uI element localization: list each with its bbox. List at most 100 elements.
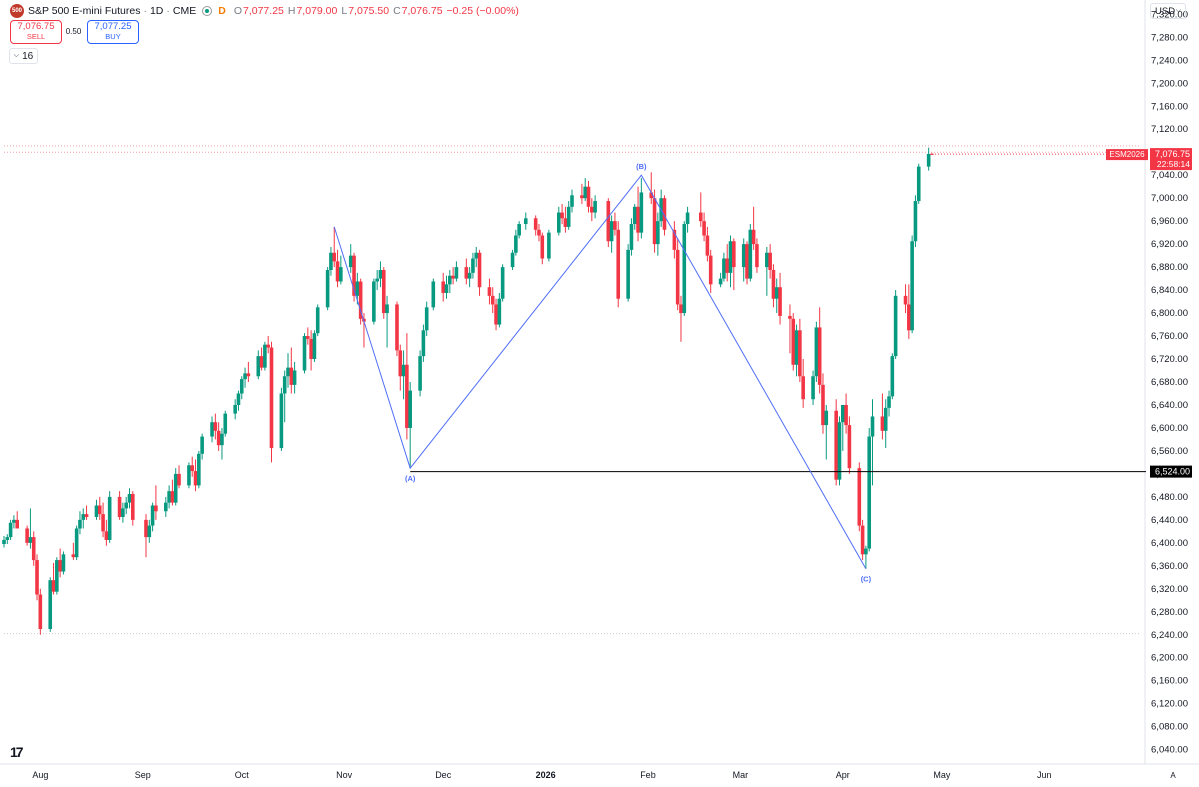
candle-body[interactable] xyxy=(857,468,862,526)
candle-body[interactable] xyxy=(25,528,29,543)
candle-body[interactable] xyxy=(441,281,446,293)
candle-body[interactable] xyxy=(61,554,66,572)
sell-button[interactable]: 7,076.75 SELL xyxy=(10,20,62,44)
data-mode-badge[interactable]: D xyxy=(218,5,226,17)
candle-body[interactable] xyxy=(124,502,128,509)
candle-body[interactable] xyxy=(266,344,270,348)
candle-body[interactable] xyxy=(233,404,237,414)
candle-body[interactable] xyxy=(38,594,43,630)
candle-body[interactable] xyxy=(698,212,703,222)
candle-body[interactable] xyxy=(629,224,634,250)
candle-body[interactable] xyxy=(771,269,776,299)
candle-body[interactable] xyxy=(154,505,158,512)
candle-body[interactable] xyxy=(58,560,62,572)
candle-body[interactable] xyxy=(448,275,452,285)
candle-body[interactable] xyxy=(421,330,426,357)
auto-scale-button[interactable]: A xyxy=(1170,770,1176,780)
candle-body[interactable] xyxy=(315,307,320,334)
abc-wave-pattern[interactable]: (A) (B) (C) xyxy=(333,162,872,584)
candle-body[interactable] xyxy=(81,514,86,520)
candle-body[interactable] xyxy=(887,396,891,408)
candle-body[interactable] xyxy=(487,287,492,296)
candle-body[interactable] xyxy=(147,525,152,538)
candle-body[interactable] xyxy=(302,336,307,371)
buy-button[interactable]: 7,077.25 BUY xyxy=(87,20,139,44)
candle-body[interactable] xyxy=(48,580,53,630)
candle-body[interactable] xyxy=(213,422,218,431)
candle-body[interactable] xyxy=(418,356,422,391)
candle-body[interactable] xyxy=(685,212,690,225)
candle-body[interactable] xyxy=(306,336,310,339)
candle-body[interactable] xyxy=(239,379,244,394)
candle-body[interactable] xyxy=(490,295,495,305)
candle-body[interactable] xyxy=(352,255,356,296)
candle-body[interactable] xyxy=(471,258,475,273)
candle-body[interactable] xyxy=(768,252,772,270)
candle-body[interactable] xyxy=(494,304,498,325)
candle-body[interactable] xyxy=(477,252,482,288)
candle-body[interactable] xyxy=(150,505,155,526)
candle-body[interactable] xyxy=(537,229,541,236)
candle-body[interactable] xyxy=(78,519,82,529)
candle-body[interactable] xyxy=(821,384,825,426)
candle-body[interactable] xyxy=(8,522,13,538)
candle-body[interactable] xyxy=(84,514,89,517)
candle-body[interactable] xyxy=(200,436,204,454)
candle-body[interactable] xyxy=(444,284,449,293)
candle-body[interactable] xyxy=(523,218,528,225)
candle-body[interactable] xyxy=(170,491,175,503)
candle-body[interactable] xyxy=(335,261,340,282)
candle-body[interactable] xyxy=(385,304,389,314)
interval-label[interactable]: 1D xyxy=(149,5,164,17)
candle-body[interactable] xyxy=(144,519,148,538)
candle-body[interactable] xyxy=(870,416,875,437)
candle-body[interactable] xyxy=(35,560,39,595)
currency-select[interactable]: USD ⌵ xyxy=(1150,3,1186,19)
candle-body[interactable] xyxy=(824,410,829,426)
candle-body[interactable] xyxy=(718,278,723,285)
candle-body[interactable] xyxy=(728,241,733,273)
candle-body[interactable] xyxy=(514,235,518,253)
candle-body[interactable] xyxy=(609,221,614,242)
candle-body[interactable] xyxy=(774,287,779,299)
candle-body[interactable] xyxy=(104,531,109,540)
candle-body[interactable] xyxy=(71,554,76,558)
candle-body[interactable] xyxy=(907,304,911,331)
candle-body[interactable] xyxy=(837,422,842,480)
candle-body[interactable] xyxy=(778,287,782,316)
candle-body[interactable] xyxy=(405,364,409,428)
candle-body[interactable] xyxy=(2,539,6,544)
candle-body[interactable] xyxy=(431,281,436,308)
candle-body[interactable] xyxy=(580,195,584,199)
market-status-icon[interactable] xyxy=(202,6,213,16)
candle-body[interactable] xyxy=(74,528,79,558)
price-axis[interactable]: 6,040.00 6,080.00 6,120.00 6,160.00 6,200.00… xyxy=(1151,9,1188,755)
candle-body[interactable] xyxy=(292,370,297,385)
candle-body[interactable] xyxy=(791,318,796,365)
candle-body[interactable] xyxy=(130,494,135,520)
candle-body[interactable] xyxy=(117,496,122,517)
candle-body[interactable] xyxy=(339,267,343,282)
indicators-toggle[interactable]: ⌵ 16 xyxy=(9,48,38,64)
candle-body[interactable] xyxy=(236,393,241,405)
candle-body[interactable] xyxy=(325,269,330,308)
candle-body[interactable] xyxy=(282,376,287,394)
candle-body[interactable] xyxy=(286,367,290,377)
candle-body[interactable] xyxy=(864,548,868,555)
candle-body[interactable] xyxy=(672,229,677,250)
candle-body[interactable] xyxy=(355,281,360,296)
candle-body[interactable] xyxy=(613,221,617,230)
candle-body[interactable] xyxy=(246,373,251,377)
candle-body[interactable] xyxy=(15,519,20,529)
candle-body[interactable] xyxy=(263,344,267,368)
candle-body[interactable] xyxy=(193,471,198,486)
candle-body[interactable] xyxy=(289,367,294,385)
candle-body[interactable] xyxy=(745,244,749,279)
candle-body[interactable] xyxy=(847,425,852,469)
candle-body[interactable] xyxy=(570,195,574,207)
candle-body[interactable] xyxy=(751,229,756,245)
symbol-title[interactable]: S&P 500 E-mini Futures xyxy=(28,5,141,17)
candle-body[interactable] xyxy=(121,508,125,517)
candle-body[interactable] xyxy=(656,221,660,245)
